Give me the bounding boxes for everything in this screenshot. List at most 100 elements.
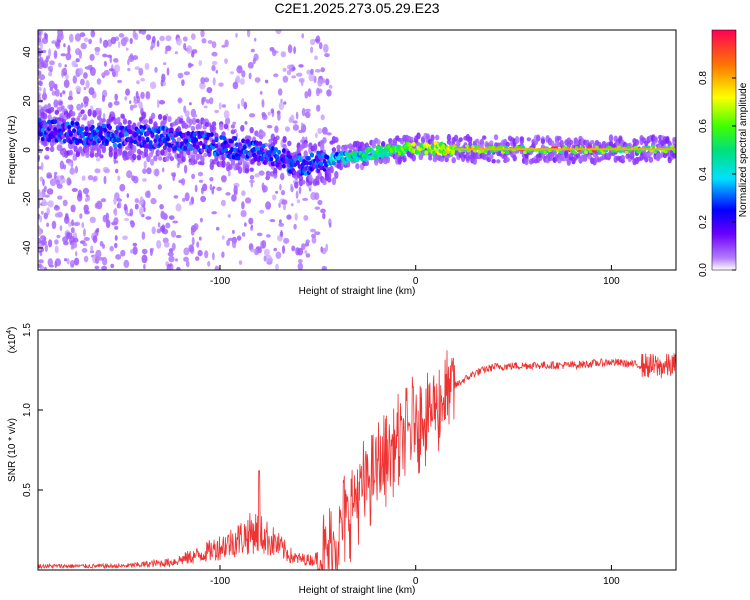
heatmap-cell: [129, 208, 134, 217]
heatmap-cell: [191, 117, 197, 125]
heatmap-cell: [294, 181, 299, 189]
heatmap-cell: [248, 72, 252, 80]
heatmap-cell: [163, 213, 168, 220]
heatmap-cell: [109, 245, 114, 252]
heatmap-cell: [39, 41, 44, 50]
heatmap-cell: [214, 143, 219, 149]
heatmap-cell: [144, 143, 148, 149]
heatmap-cell: [303, 142, 308, 148]
heatmap-cell: [162, 81, 166, 87]
svg-text:(x104): (x104): [6, 327, 18, 354]
heatmap-cell: [85, 193, 89, 198]
heatmap-cell: [188, 244, 194, 253]
heatmap-cell: [44, 156, 50, 160]
heatmap-cell: [150, 112, 156, 120]
heatmap-cell: [161, 73, 166, 83]
heatmap-cell: [64, 213, 69, 220]
heatmap-cell: [53, 173, 57, 180]
heatmap-cell: [57, 30, 63, 37]
heatmap-cell: [270, 146, 275, 152]
heatmap-cell: [123, 132, 128, 137]
heatmap-cell: [194, 184, 198, 193]
heatmap-cell: [204, 250, 209, 259]
heatmap-cell: [153, 121, 158, 128]
heatmap-cell: [392, 140, 398, 147]
heatmap-cell: [291, 75, 297, 79]
heatmap-cell: [145, 136, 150, 142]
heatmap-cell: [229, 71, 235, 75]
heatmap-cell: [308, 187, 312, 192]
heatmap-cell: [51, 138, 56, 143]
heatmap-cell: [115, 126, 120, 131]
heatmap-cell: [72, 75, 78, 84]
heatmap-cell: [471, 145, 476, 149]
heatmap-cell: [67, 96, 73, 101]
y-tick-label: 20: [22, 95, 33, 107]
heatmap-cell: [162, 115, 167, 121]
heatmap-cell: [123, 218, 130, 221]
heatmap-cell: [430, 134, 435, 142]
heatmap-cell: [308, 174, 313, 183]
heatmap-cell: [280, 98, 283, 103]
heatmap-cell: [284, 158, 289, 164]
heatmap-cell: [67, 124, 72, 130]
heatmap-cell: [490, 149, 494, 154]
heatmap-cell: [117, 137, 122, 143]
heatmap-cell: [205, 144, 210, 150]
heatmap-cell: [297, 247, 304, 256]
heatmap-cell: [143, 119, 149, 124]
y-tick-label: 0: [22, 147, 33, 153]
heatmap-cell: [295, 190, 299, 199]
heatmap-cell: [297, 262, 304, 270]
heatmap-cell: [120, 249, 126, 257]
heatmap-cell: [191, 173, 196, 179]
heatmap-cell: [184, 110, 190, 118]
heatmap-cell: [113, 58, 119, 63]
heatmap-cell: [211, 211, 217, 215]
heatmap-cell: [164, 141, 169, 147]
heatmap-cell: [424, 150, 429, 156]
heatmap-cell: [258, 170, 265, 176]
heatmap-cell: [653, 136, 658, 142]
heatmap-cell: [568, 139, 574, 145]
heatmap-cell: [94, 256, 100, 264]
heatmap-cell: [79, 213, 83, 219]
heatmap-cell: [314, 164, 319, 170]
heatmap-cell: [221, 175, 227, 183]
heatmap-cell: [88, 38, 92, 45]
heatmap-cell: [275, 251, 282, 259]
heatmap-cell: [435, 134, 440, 141]
heatmap-cell: [64, 64, 67, 68]
heatmap-cell: [320, 152, 325, 158]
heatmap-cell: [244, 222, 247, 227]
heatmap-cell: [240, 210, 247, 218]
heatmap-cell: [54, 212, 60, 218]
heatmap-cell: [211, 64, 216, 72]
heatmap-cell: [249, 179, 255, 184]
heatmap-cell: [465, 144, 469, 148]
heatmap-cell: [191, 33, 196, 40]
spectrogram-y-axis-label: Frequency (Hz): [7, 116, 18, 185]
heatmap-cell: [147, 127, 152, 133]
heatmap-cell: [190, 228, 195, 236]
heatmap-cell: [185, 260, 190, 268]
heatmap-cell: [187, 62, 192, 69]
heatmap-cell: [215, 70, 219, 74]
heatmap-cell: [269, 219, 276, 223]
heatmap-cell: [43, 123, 48, 129]
heatmap-cell: [259, 209, 265, 214]
heatmap-cell: [165, 35, 172, 42]
heatmap-cell: [139, 196, 144, 206]
heatmap-cell: [322, 137, 327, 144]
heatmap-cell: [298, 186, 302, 195]
heatmap-cell: [54, 239, 59, 245]
heatmap-cell: [92, 235, 98, 244]
heatmap-cell: [51, 40, 56, 44]
heatmap-cell: [183, 145, 188, 151]
heatmap-cell: [181, 132, 186, 138]
heatmap-cell: [67, 232, 73, 238]
heatmap-cell: [69, 167, 76, 175]
heatmap-cell: [113, 217, 119, 225]
heatmap-cell: [113, 209, 116, 215]
heatmap-cell: [310, 228, 316, 233]
